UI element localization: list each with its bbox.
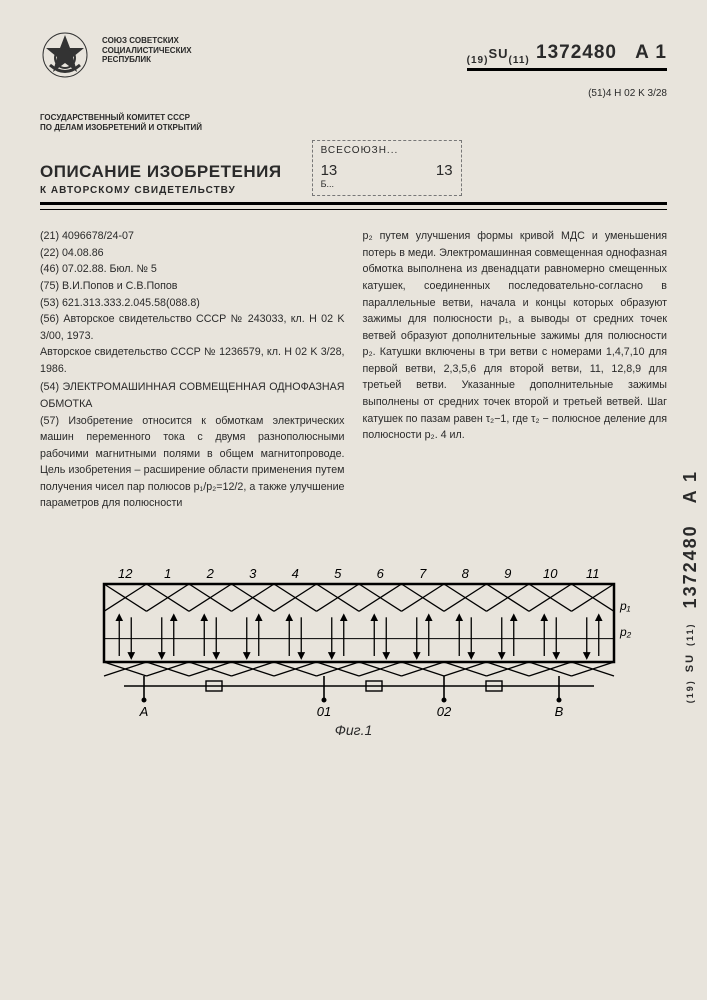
field-57: (57) Изобретение относится к обмоткам эл… bbox=[40, 413, 345, 512]
main-title: ОПИСАНИЕ ИЗОБРЕТЕНИЯ bbox=[40, 162, 282, 182]
stamp-box: ВСЕСОЮЗН... 13 13 Б... bbox=[312, 140, 462, 196]
abstract-continued: p₂ путем улучшения формы кривой МДС и ум… bbox=[363, 228, 668, 444]
figure-1: 121234567891011A0102Bp₁ = 12p₂ = 2 Фиг.1 bbox=[40, 538, 667, 748]
subtitle: К АВТОРСКОМУ СВИДЕТЕЛЬСТВУ bbox=[40, 185, 282, 196]
title-row: ОПИСАНИЕ ИЗОБРЕТЕНИЯ К АВТОРСКОМУ СВИДЕТ… bbox=[40, 140, 667, 205]
svg-text:4: 4 bbox=[291, 566, 298, 581]
winding-diagram-icon: 121234567891011A0102Bp₁ = 12p₂ = 2 bbox=[74, 538, 634, 718]
svg-text:6: 6 bbox=[376, 566, 384, 581]
svg-text:12: 12 bbox=[118, 566, 133, 581]
union-line: СОЮЗ СОВЕТСКИХ bbox=[102, 36, 192, 46]
field-54: (54) ЭЛЕКТРОМАШИННАЯ СОВМЕЩЕННАЯ ОДНОФАЗ… bbox=[40, 379, 345, 412]
document-number: (19)SU(11) 1372480 A 1 bbox=[467, 42, 667, 71]
ipc-classification: (51)4 H 02 K 3/28 bbox=[40, 88, 667, 99]
title-block: ОПИСАНИЕ ИЗОБРЕТЕНИЯ К АВТОРСКОМУ СВИДЕТ… bbox=[40, 162, 282, 196]
svg-text:10: 10 bbox=[543, 566, 558, 581]
ussr-emblem-icon bbox=[40, 30, 90, 80]
field-46: (46) 07.02.88. Бюл. № 5 bbox=[40, 261, 345, 278]
left-column: (21) 4096678/24-07 (22) 04.08.86 (46) 07… bbox=[40, 228, 345, 512]
field-56a: (56) Авторское свидетельство СССР № 2430… bbox=[40, 311, 345, 344]
svg-text:3: 3 bbox=[249, 566, 257, 581]
union-text: СОЮЗ СОВЕТСКИХ СОЦИАЛИСТИЧЕСКИХ РЕСПУБЛИ… bbox=[102, 36, 192, 65]
right-column: p₂ путем улучшения формы кривой МДС и ум… bbox=[363, 228, 668, 512]
svg-text:11: 11 bbox=[586, 566, 600, 581]
field-22: (22) 04.08.86 bbox=[40, 245, 345, 262]
stamp-top: ВСЕСОЮЗН... bbox=[321, 145, 453, 156]
svg-text:A: A bbox=[138, 704, 148, 718]
stamp-bottom: Б... bbox=[321, 179, 453, 189]
svg-text:8: 8 bbox=[461, 566, 469, 581]
svg-text:9: 9 bbox=[504, 566, 511, 581]
svg-text:02: 02 bbox=[436, 704, 451, 718]
divider bbox=[40, 209, 667, 210]
field-53: (53) 621.313.333.2.045.58(088.8) bbox=[40, 295, 345, 312]
field-75: (75) В.И.Попов и С.В.Попов bbox=[40, 278, 345, 295]
svg-text:01: 01 bbox=[316, 704, 330, 718]
svg-text:p₁ = 12: p₁ = 12 bbox=[619, 599, 634, 613]
union-line: СОЦИАЛИСТИЧЕСКИХ bbox=[102, 46, 192, 56]
figure-caption: Фиг.1 bbox=[40, 722, 667, 738]
body-columns: (21) 4096678/24-07 (22) 04.08.86 (46) 07… bbox=[40, 228, 667, 512]
field-56b: Авторское свидетельство СССР № 1236579, … bbox=[40, 344, 345, 377]
svg-text:p₂ = 2: p₂ = 2 bbox=[619, 625, 634, 639]
stamp-left: 13 bbox=[321, 162, 338, 179]
header-row: СОЮЗ СОВЕТСКИХ СОЦИАЛИСТИЧЕСКИХ РЕСПУБЛИ… bbox=[40, 30, 667, 80]
field-21: (21) 4096678/24-07 bbox=[40, 228, 345, 245]
svg-text:B: B bbox=[554, 704, 563, 718]
svg-text:1: 1 bbox=[164, 566, 171, 581]
svg-text:2: 2 bbox=[205, 566, 214, 581]
stamp-right: 13 bbox=[436, 162, 453, 179]
side-document-number: (19) SU (11) 1372480 A 1 bbox=[680, 470, 701, 703]
svg-text:7: 7 bbox=[419, 566, 427, 581]
union-line: РЕСПУБЛИК bbox=[102, 55, 192, 65]
svg-text:5: 5 bbox=[334, 566, 342, 581]
committee-name: ГОСУДАРСТВЕННЫЙ КОМИТЕТ СССР ПО ДЕЛАМ ИЗ… bbox=[40, 113, 667, 132]
